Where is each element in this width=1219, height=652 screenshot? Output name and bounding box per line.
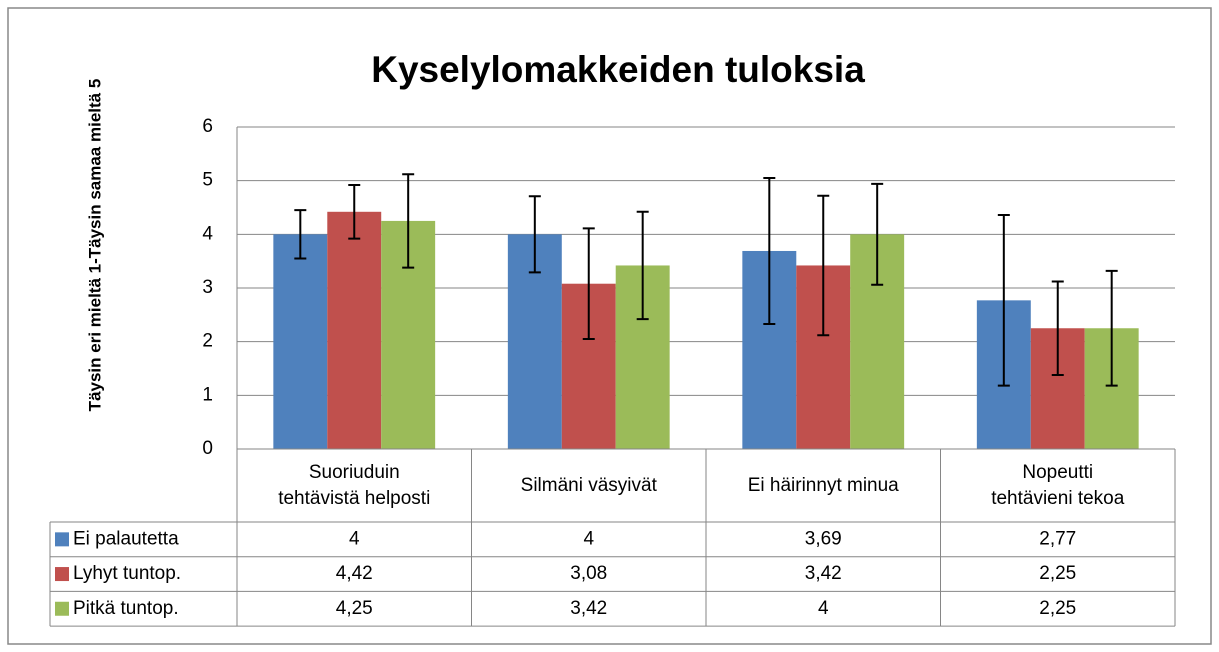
error-bar bbox=[1051, 280, 1064, 376]
error-bar bbox=[997, 214, 1010, 387]
error-bar bbox=[294, 209, 307, 260]
x-tick-label: Ei häirinnyt minua bbox=[747, 474, 899, 496]
legend-label: Ei palautetta bbox=[73, 528, 179, 549]
data-label: 2,77 bbox=[1039, 528, 1076, 549]
legend-label: Lyhyt tuntop. bbox=[73, 563, 181, 584]
error-bar bbox=[402, 173, 415, 269]
error-bar bbox=[871, 182, 884, 286]
legend-key bbox=[55, 532, 69, 547]
data-label: 3,42 bbox=[570, 598, 607, 619]
error-bar bbox=[636, 210, 649, 321]
data-label: 4 bbox=[583, 528, 594, 549]
error-bar bbox=[582, 227, 595, 340]
y-tick-label: 6 bbox=[202, 116, 213, 137]
data-label: 4,42 bbox=[336, 563, 373, 584]
error-bar bbox=[1105, 269, 1118, 387]
bar bbox=[327, 211, 382, 449]
y-tick-label: 2 bbox=[202, 331, 213, 352]
y-tick-label: 1 bbox=[202, 384, 213, 405]
chart-title: Kyselylomakkeiden tuloksia bbox=[371, 49, 865, 90]
bar bbox=[273, 234, 328, 449]
y-tick-label: 4 bbox=[202, 223, 213, 244]
y-tick-label: 0 bbox=[202, 438, 213, 459]
x-tick-label: Suoriuduin tehtävistä helposti bbox=[278, 461, 431, 509]
legend-label: Pitkä tuntop. bbox=[73, 598, 179, 619]
x-tick-label: Silmäni väsyivät bbox=[520, 474, 657, 496]
y-tick-label: 5 bbox=[202, 170, 213, 191]
legend-key bbox=[55, 567, 69, 582]
y-tick-label: 3 bbox=[202, 277, 213, 298]
x-tick-label: Nopeutti tehtävieni tekoa bbox=[991, 461, 1125, 509]
error-bar bbox=[817, 194, 830, 337]
error-bar bbox=[348, 183, 361, 240]
y-axis-label: Täysin eri mieltä 1-Täysin samaa mieltä … bbox=[85, 79, 104, 412]
data-label: 4 bbox=[818, 598, 829, 619]
data-label: 2,25 bbox=[1039, 598, 1076, 619]
data-label: 3,42 bbox=[805, 563, 842, 584]
legend-key bbox=[55, 601, 69, 616]
error-bar bbox=[528, 195, 541, 274]
data-label: 4 bbox=[349, 528, 360, 549]
error-bar bbox=[763, 176, 776, 325]
data-label: 3,08 bbox=[570, 563, 607, 584]
data-label: 3,69 bbox=[805, 528, 842, 549]
data-label: 4,25 bbox=[336, 598, 373, 619]
data-label: 2,25 bbox=[1039, 563, 1076, 584]
